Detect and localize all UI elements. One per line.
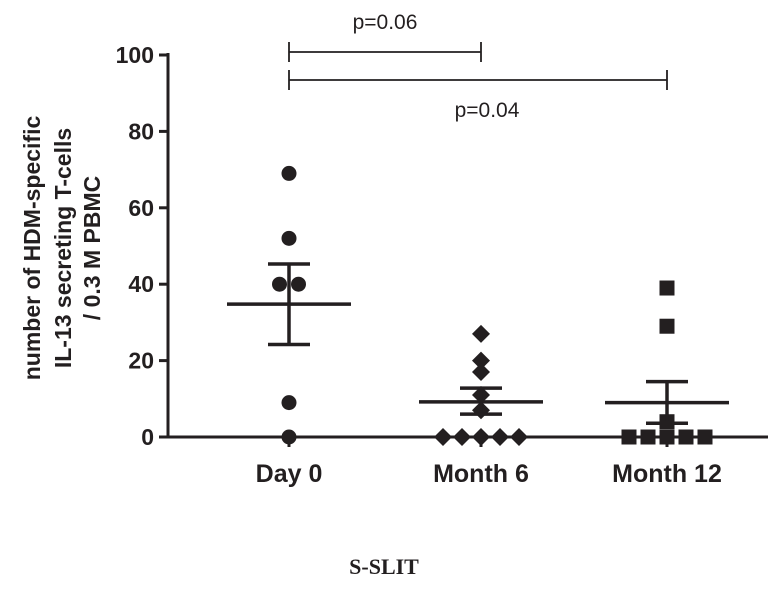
y-axis-label: number of HDM-specific IL-13 secreting T… xyxy=(19,116,105,381)
data-point-circle xyxy=(281,165,297,181)
y-axis-label-line-2: IL-13 secreting T-cells xyxy=(50,128,76,368)
data-point-diamond xyxy=(472,324,490,343)
data-point-circle xyxy=(281,230,297,246)
footer-label: S-SLIT xyxy=(349,554,419,579)
data-point-square xyxy=(621,429,637,445)
x-tick-label: Day 0 xyxy=(256,460,323,488)
y-tick-label: 0 xyxy=(141,424,154,450)
data-point-diamond xyxy=(434,428,452,446)
data-point-diamond xyxy=(510,428,528,446)
plot-marks xyxy=(227,165,729,446)
y-tick-label: 20 xyxy=(128,348,154,374)
data-point-circle xyxy=(281,395,297,411)
data-point-square xyxy=(659,318,675,334)
data-point-square xyxy=(659,429,675,445)
data-point-diamond xyxy=(472,351,490,370)
p-value-label: p=0.06 xyxy=(353,11,418,34)
x-tick-label: Month 12 xyxy=(612,460,722,488)
significance-annotations: p=0.06 p=0.04 xyxy=(288,11,668,122)
y-axis-label-line-1: number of HDM-specific xyxy=(19,116,45,381)
data-point-circle xyxy=(291,276,306,292)
data-point-diamond xyxy=(472,363,490,382)
p-value-label: p=0.04 xyxy=(455,99,520,122)
data-point-square xyxy=(659,280,675,296)
data-point-square xyxy=(697,429,713,445)
axes: 0 20 40 60 80 100 Day 0 Month 6 Month 12 xyxy=(116,42,768,488)
y-tick-label: 60 xyxy=(128,195,154,221)
data-point-diamond xyxy=(453,428,471,446)
data-point-circle xyxy=(272,276,287,292)
data-point-square xyxy=(640,429,656,445)
y-axis-label-line-3: / 0.3 M PBMC xyxy=(79,176,105,320)
data-point-circle xyxy=(281,429,297,445)
data-point-square xyxy=(678,429,694,445)
y-tick-label: 100 xyxy=(116,42,154,68)
y-tick-label: 40 xyxy=(128,271,154,297)
data-point-diamond xyxy=(472,428,490,446)
data-point-diamond xyxy=(491,428,509,446)
y-tick-label: 80 xyxy=(128,118,154,144)
x-tick-label: Month 6 xyxy=(433,460,529,488)
